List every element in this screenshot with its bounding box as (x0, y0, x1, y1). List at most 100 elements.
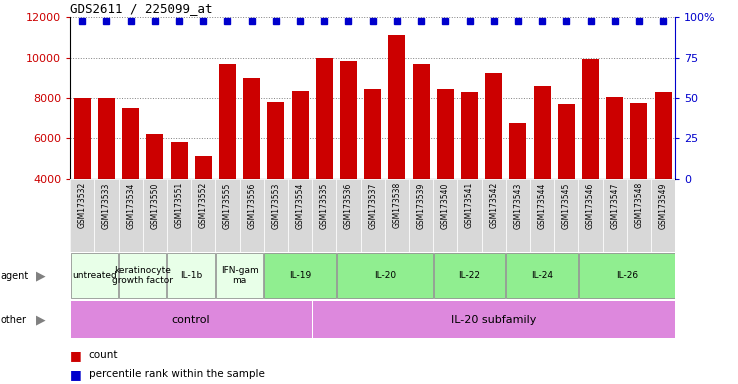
Bar (530, 179, 554, 252)
Text: GSM173538: GSM173538 (393, 182, 401, 228)
Bar (146, 134, 163, 259)
Bar (437, 89, 454, 259)
Text: GSM173548: GSM173548 (635, 182, 644, 228)
Text: GSM173534: GSM173534 (126, 182, 135, 228)
Bar (288, 179, 312, 252)
Bar (433, 179, 458, 252)
Text: percentile rank within the sample: percentile rank within the sample (89, 369, 264, 379)
Bar (579, 253, 675, 298)
Text: IL-1b: IL-1b (180, 271, 202, 280)
Bar (361, 179, 384, 252)
Bar (316, 58, 333, 259)
Bar (579, 179, 603, 252)
Text: GSM173552: GSM173552 (199, 182, 207, 228)
Bar (263, 179, 288, 252)
Text: IL-22: IL-22 (458, 271, 480, 280)
Text: GSM173554: GSM173554 (296, 182, 305, 228)
Text: GSM173533: GSM173533 (102, 182, 111, 228)
Bar (264, 253, 336, 298)
Bar (219, 64, 236, 259)
Bar (71, 253, 118, 298)
Bar (170, 142, 187, 259)
Text: GSM173543: GSM173543 (514, 182, 523, 228)
Text: GSM173535: GSM173535 (320, 182, 328, 228)
Bar (482, 179, 506, 252)
Bar (409, 179, 433, 252)
Bar (240, 179, 263, 252)
Bar (142, 179, 167, 252)
Bar (123, 108, 139, 259)
Bar (558, 104, 575, 259)
Text: GSM173541: GSM173541 (465, 182, 474, 228)
Text: other: other (1, 314, 27, 325)
Bar (267, 102, 284, 259)
Text: GSM173540: GSM173540 (441, 182, 449, 228)
Text: ■: ■ (70, 368, 82, 381)
Text: count: count (89, 350, 118, 360)
Bar (292, 91, 308, 259)
Text: GSM173547: GSM173547 (610, 182, 619, 228)
Bar (167, 179, 191, 252)
Bar (94, 179, 119, 252)
Bar (434, 253, 506, 298)
Text: GSM173532: GSM173532 (77, 182, 86, 228)
Text: GSM173542: GSM173542 (489, 182, 498, 228)
Text: ▶: ▶ (35, 313, 46, 326)
Bar (312, 179, 337, 252)
Text: IL-19: IL-19 (289, 271, 311, 280)
Bar (509, 123, 526, 259)
Text: GSM173556: GSM173556 (247, 182, 256, 228)
Text: GSM173546: GSM173546 (586, 182, 595, 228)
Bar (365, 89, 381, 259)
Bar (627, 179, 651, 252)
Bar (191, 179, 215, 252)
Bar (388, 35, 405, 259)
Text: GSM173544: GSM173544 (538, 182, 547, 228)
Bar (607, 97, 623, 259)
Bar (554, 179, 579, 252)
Bar (458, 179, 482, 252)
Text: IL-24: IL-24 (531, 271, 554, 280)
Bar (413, 64, 430, 259)
Bar (337, 179, 361, 252)
Bar (168, 253, 215, 298)
Bar (215, 179, 240, 252)
Bar (70, 179, 94, 252)
Bar (603, 179, 627, 252)
Bar (119, 179, 142, 252)
Bar (337, 253, 432, 298)
Bar (74, 98, 91, 259)
Text: GSM173549: GSM173549 (659, 182, 668, 228)
Text: GSM173536: GSM173536 (344, 182, 353, 228)
Bar (313, 301, 675, 338)
Bar (244, 78, 260, 259)
Text: control: control (172, 314, 210, 325)
Text: GSM173555: GSM173555 (223, 182, 232, 228)
Bar (384, 179, 409, 252)
Bar (506, 179, 530, 252)
Bar (461, 92, 478, 259)
Text: keratinocyte
growth factor: keratinocyte growth factor (112, 266, 173, 285)
Bar (486, 73, 502, 259)
Bar (582, 59, 599, 259)
Bar (651, 179, 675, 252)
Bar (534, 86, 551, 259)
Text: agent: agent (1, 270, 29, 281)
Bar (655, 92, 672, 259)
Text: IL-20: IL-20 (373, 271, 396, 280)
Bar (195, 156, 212, 259)
Bar (71, 301, 311, 338)
Bar (340, 61, 357, 259)
Text: GSM173551: GSM173551 (175, 182, 184, 228)
Text: untreated: untreated (72, 271, 117, 280)
Text: GSM173539: GSM173539 (417, 182, 426, 228)
Text: IL-20 subfamily: IL-20 subfamily (451, 314, 537, 325)
Bar (119, 253, 167, 298)
Text: GDS2611 / 225099_at: GDS2611 / 225099_at (70, 2, 213, 15)
Text: IFN-gam
ma: IFN-gam ma (221, 266, 258, 285)
Bar (506, 253, 578, 298)
Text: GSM173550: GSM173550 (151, 182, 159, 228)
Bar (630, 103, 647, 259)
Text: ■: ■ (70, 349, 82, 362)
Bar (215, 253, 263, 298)
